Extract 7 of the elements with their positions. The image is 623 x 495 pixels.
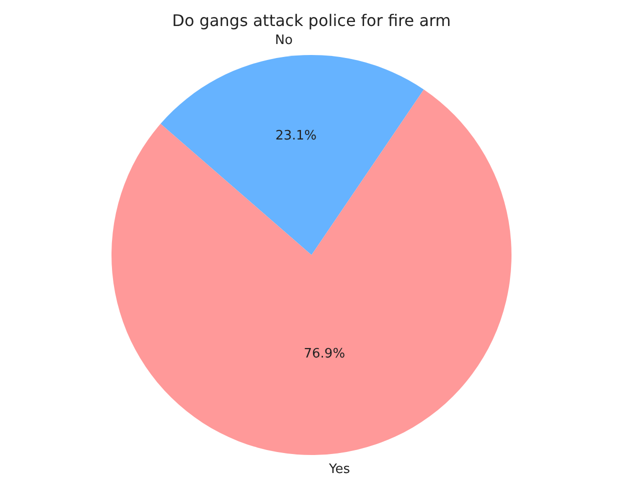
data-label: 76.9% xyxy=(304,346,346,362)
pie-slice xyxy=(112,90,512,455)
data-label: 23.1% xyxy=(275,128,317,144)
slice-label: No xyxy=(275,33,293,48)
chart-title: Do gangs attack police for fire arm xyxy=(172,11,451,30)
pie-slice xyxy=(160,55,424,255)
slice-label: Yes xyxy=(328,462,350,477)
